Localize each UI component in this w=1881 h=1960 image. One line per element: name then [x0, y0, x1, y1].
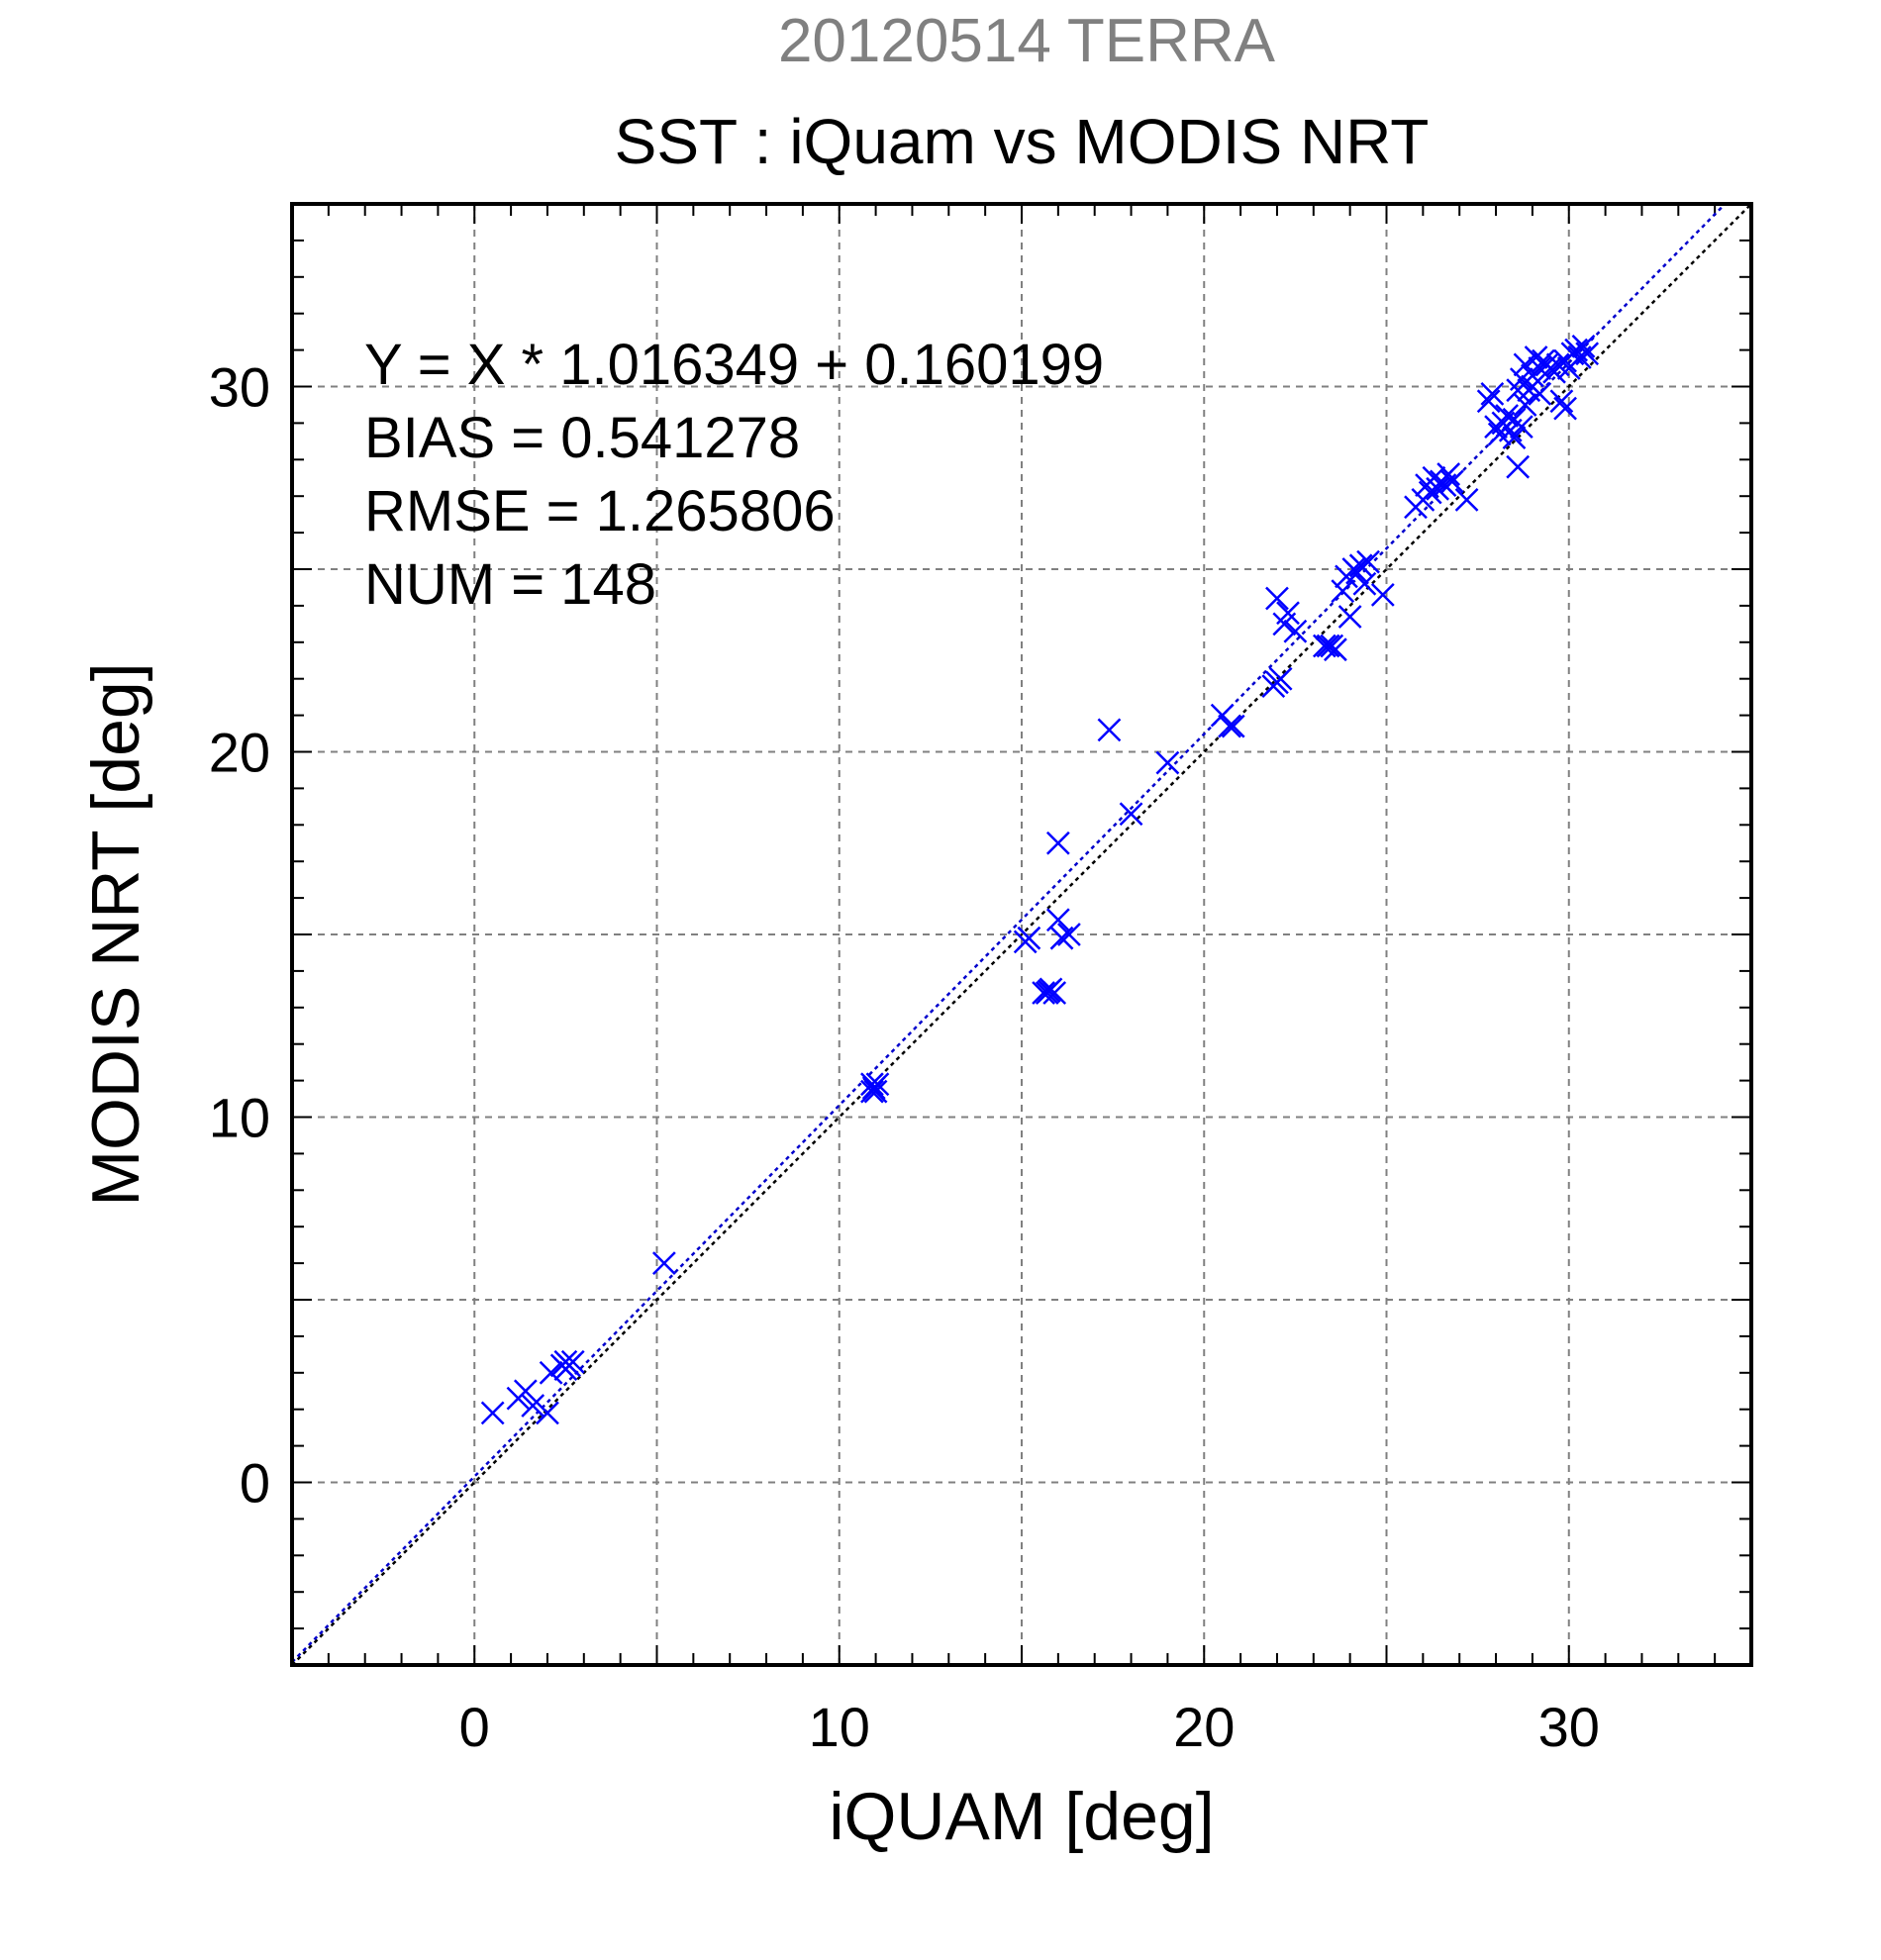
x-tick-label: 10 — [809, 1696, 870, 1758]
data-point — [1426, 476, 1449, 501]
y-tick-label: 30 — [209, 356, 270, 419]
data-point — [1352, 571, 1377, 596]
data-point — [1017, 926, 1041, 950]
data-point — [1476, 389, 1501, 414]
data-point — [1495, 404, 1519, 428]
data-point — [1509, 415, 1534, 439]
x-tick-label: 20 — [1173, 1696, 1235, 1758]
data-point — [1268, 666, 1293, 691]
data-point — [651, 1251, 676, 1275]
data-point — [1155, 750, 1180, 775]
data-point — [1356, 549, 1380, 574]
regression-line — [291, 203, 1727, 1663]
data-point — [1042, 981, 1067, 1005]
data-point — [1097, 718, 1122, 742]
data-point — [1370, 582, 1395, 607]
data-point — [1045, 908, 1070, 932]
y-tick-labels: 0 10 20 30 — [209, 356, 270, 1515]
data-point — [1283, 619, 1308, 643]
data-point — [863, 1079, 888, 1104]
data-point — [1276, 601, 1300, 626]
data-point — [1316, 634, 1340, 658]
y-tick-label: 10 — [209, 1087, 270, 1149]
x-tick-label: 30 — [1538, 1696, 1600, 1758]
grid — [292, 204, 1751, 1665]
data-point — [513, 1379, 538, 1404]
stats-bias: BIAS = 0.541278 — [364, 406, 800, 470]
data-point — [539, 1360, 563, 1385]
data-point — [1265, 586, 1289, 611]
data-point — [1506, 454, 1531, 479]
data-point — [480, 1401, 505, 1425]
data-point — [521, 1394, 545, 1418]
data-point — [1032, 981, 1055, 1005]
stats-rmse: RMSE = 1.265806 — [364, 479, 836, 543]
x-tick-labels: 0 10 20 30 — [459, 1696, 1600, 1758]
data-point — [1439, 469, 1464, 494]
data-point — [553, 1357, 578, 1381]
reference-lines — [291, 203, 1752, 1666]
data-point — [1513, 393, 1537, 417]
data-point — [1513, 352, 1537, 377]
data-point — [1454, 488, 1479, 512]
data-point — [1502, 426, 1527, 450]
stats-annotation: Y = X * 1.016349 + 0.160199 BIAS = 0.541… — [364, 333, 1104, 617]
data-point — [860, 1079, 884, 1104]
data-point — [1528, 381, 1552, 406]
data-point — [1331, 579, 1355, 604]
data-point — [1553, 396, 1577, 421]
data-point — [1337, 605, 1362, 629]
data-point — [1549, 389, 1574, 414]
data-point — [1528, 356, 1552, 380]
data-point — [1037, 979, 1061, 1004]
stats-fit-equation: Y = X * 1.016349 + 0.160199 — [364, 333, 1104, 397]
data-point — [1348, 553, 1373, 578]
x-axis-label: iQUAM [deg] — [829, 1779, 1214, 1854]
data-point — [1221, 714, 1245, 738]
chart-supertitle: 20120514 TERRA — [778, 7, 1276, 75]
data-point — [1049, 926, 1074, 950]
data-point — [1571, 335, 1596, 358]
plot-frame — [290, 202, 1753, 1667]
data-point — [1324, 637, 1347, 662]
data-point — [1057, 923, 1081, 946]
y-axis-label: MODIS NRT [deg] — [78, 662, 153, 1206]
data-point — [1575, 342, 1600, 366]
data-point — [1045, 831, 1070, 855]
stats-num: NUM = 148 — [364, 552, 656, 617]
x-tick-label: 0 — [459, 1696, 490, 1758]
data-point — [536, 1401, 559, 1425]
data-point — [1218, 714, 1241, 738]
data-point — [1119, 802, 1143, 827]
identity-line — [291, 203, 1752, 1666]
y-tick-label: 0 — [240, 1452, 270, 1515]
data-point — [1480, 381, 1505, 406]
chart-title: SST : iQuam vs MODIS NRT — [615, 106, 1430, 177]
data-point — [1436, 462, 1461, 486]
data-points — [480, 335, 1600, 1425]
y-tick-label: 20 — [209, 722, 270, 784]
data-point — [860, 1072, 884, 1097]
